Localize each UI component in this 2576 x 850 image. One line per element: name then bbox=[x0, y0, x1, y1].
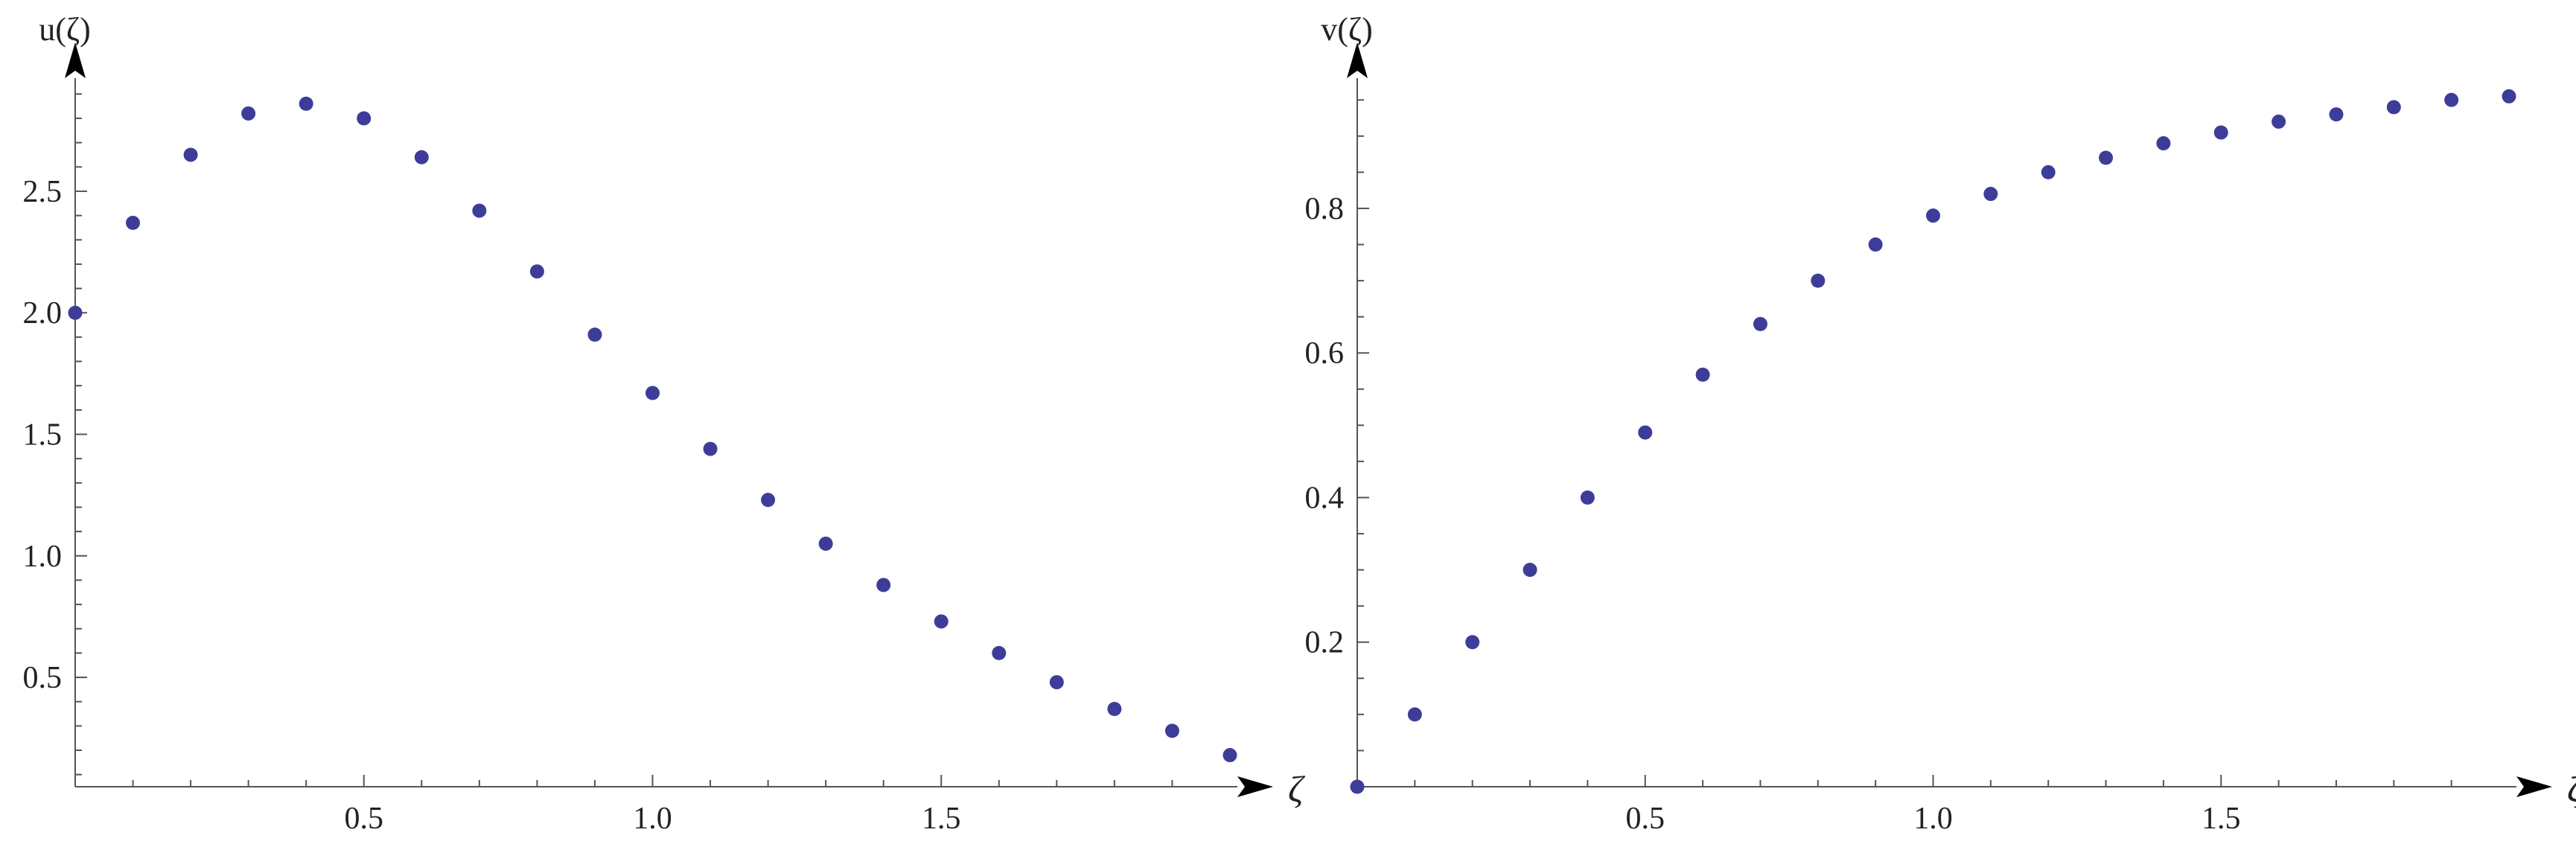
v-data-point bbox=[1926, 208, 1940, 223]
u-data-point bbox=[183, 147, 198, 162]
v-x-tick-label: 1.0 bbox=[1913, 802, 1953, 836]
u-y-tick-label: 1.5 bbox=[23, 418, 63, 453]
v-data-point bbox=[1753, 316, 1767, 331]
u-y-tick-label: 2.5 bbox=[23, 175, 63, 209]
v-data-point bbox=[2099, 150, 2114, 165]
u-data-point bbox=[1222, 748, 1237, 763]
u-data-point bbox=[645, 386, 660, 400]
u-data-point bbox=[818, 536, 833, 551]
u-data-point bbox=[1107, 702, 1122, 717]
u-y-tick-label: 2.0 bbox=[23, 296, 63, 330]
u-data-point bbox=[299, 96, 313, 111]
v-data-point bbox=[2213, 125, 2228, 140]
u-x-axis-title: ζ bbox=[1288, 768, 1306, 810]
v-x-tick-label: 1.5 bbox=[2202, 802, 2241, 836]
v-data-point bbox=[2156, 136, 2171, 151]
v-data-point bbox=[1523, 563, 1537, 578]
v-y-axis-arrow-icon bbox=[1347, 42, 1368, 78]
v-x-axis-arrow-icon bbox=[2516, 776, 2552, 797]
u-data-point bbox=[414, 150, 429, 164]
v-chart: 0.5 1.0 1.5 0.2 0.4 0.6 0.8 ζ v(ζ) bbox=[1305, 11, 2576, 836]
v-data-point bbox=[2502, 89, 2516, 103]
v-data-point bbox=[2271, 114, 2286, 129]
u-data-point bbox=[1049, 675, 1064, 690]
v-data-point bbox=[1811, 273, 1826, 288]
v-data-point bbox=[1350, 779, 1365, 794]
v-data-point bbox=[1638, 425, 1653, 440]
v-x-tick-label: 0.5 bbox=[1626, 802, 1665, 836]
u-data-point bbox=[529, 264, 544, 279]
v-y-tick-label: 0.2 bbox=[1305, 626, 1345, 660]
u-data-point bbox=[357, 111, 372, 126]
u-data-point bbox=[472, 203, 487, 218]
v-data-point bbox=[2041, 164, 2056, 179]
u-y-axis-arrow-icon bbox=[65, 42, 86, 78]
v-data-point bbox=[1465, 635, 1480, 650]
u-data-point bbox=[992, 645, 1007, 660]
u-data-point bbox=[761, 493, 776, 508]
v-y-tick-label: 0.4 bbox=[1305, 481, 1345, 515]
v-y-tick-label: 0.6 bbox=[1305, 336, 1345, 371]
v-y-tick-label: 0.8 bbox=[1305, 192, 1345, 226]
v-data-point bbox=[1407, 707, 1422, 722]
u-data-point bbox=[703, 441, 718, 456]
v-data-point bbox=[2386, 100, 2401, 115]
v-data-point bbox=[2329, 107, 2344, 122]
u-y-axis-title: u(ζ) bbox=[39, 11, 91, 48]
v-x-axis-title: ζ bbox=[2567, 768, 2576, 810]
v-data-point bbox=[1580, 490, 1595, 505]
u-data-point bbox=[68, 305, 83, 320]
v-data-point bbox=[1868, 237, 1883, 252]
v-data-point bbox=[2444, 92, 2459, 107]
u-y-tick-label: 1.0 bbox=[23, 540, 63, 574]
u-data-point bbox=[126, 215, 141, 230]
u-x-tick-label: 1.0 bbox=[633, 802, 672, 836]
u-data-point bbox=[1164, 723, 1179, 738]
u-y-tick-label: 0.5 bbox=[23, 661, 63, 695]
u-data-point bbox=[241, 106, 256, 121]
v-data-point bbox=[1695, 367, 1710, 382]
u-x-tick-label: 0.5 bbox=[345, 802, 384, 836]
u-data-point bbox=[876, 578, 891, 592]
u-chart: 0.5 1.0 1.5 0.5 1.0 1.5 2.0 2.5 ζ u(ζ) bbox=[23, 11, 1307, 836]
u-x-axis-arrow-icon bbox=[1237, 776, 1273, 797]
u-data-point bbox=[587, 327, 602, 342]
v-data-point bbox=[1983, 187, 1998, 202]
u-x-tick-label: 1.5 bbox=[922, 802, 961, 836]
v-y-axis-title: v(ζ) bbox=[1321, 11, 1373, 48]
u-data-point bbox=[934, 614, 949, 629]
